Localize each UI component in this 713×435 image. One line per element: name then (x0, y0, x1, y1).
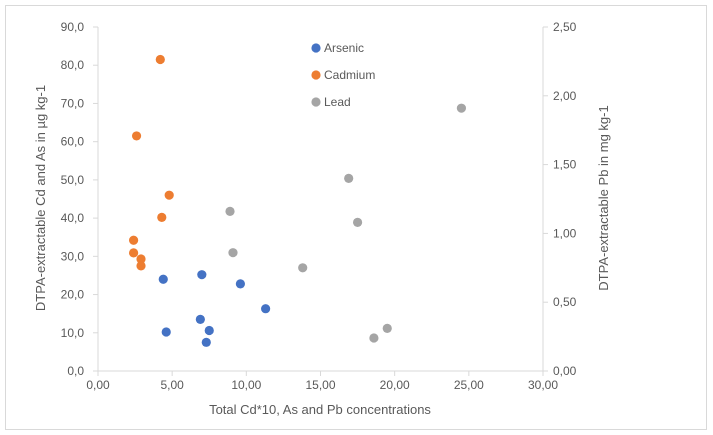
y-tick-label: 30,0 (61, 249, 85, 263)
y-tick-label: 60,0 (61, 135, 85, 149)
y-tick-label: 0,0 (67, 364, 84, 378)
lead-point (457, 104, 466, 113)
legend-marker-arsenic (311, 43, 320, 52)
legend-label-cadmium: Cadmium (324, 68, 375, 82)
cadmium-point (129, 248, 138, 257)
arsenic-point (202, 338, 211, 347)
x-tick-label: 15,00 (305, 378, 335, 392)
y-tick-label: 70,0 (61, 96, 85, 110)
arsenic-point (236, 279, 245, 288)
data-points (129, 55, 466, 347)
y2-axis-title: DTPA-extractable Pb in mg kg-1 (596, 105, 611, 290)
y-tick-label: 40,0 (61, 211, 85, 225)
axes (93, 27, 548, 376)
lead-point (353, 218, 362, 227)
y2-tick-label: 1,00 (553, 226, 577, 240)
lead-point (344, 174, 353, 183)
y-tick-label: 20,0 (61, 288, 85, 302)
y2-tick-label: 2,50 (553, 20, 577, 34)
lead-point (298, 263, 307, 272)
y2-tick-label: 0,50 (553, 295, 577, 309)
cadmium-point (129, 236, 138, 245)
x-tick-label: 25,00 (454, 378, 484, 392)
lead-point (383, 324, 392, 333)
legend-label-lead: Lead (324, 95, 351, 109)
y-tick-label: 90,0 (61, 20, 85, 34)
arsenic-point (162, 327, 171, 336)
legend: Arsenic Cadmium Lead (311, 41, 375, 109)
y-tick-label: 80,0 (61, 58, 85, 72)
x-tick-label: 5,00 (160, 378, 184, 392)
x-tick-label: 10,00 (231, 378, 261, 392)
x-axis-title: Total Cd*10, As and Pb concentrations (209, 402, 431, 417)
x-tick-label: 0,00 (86, 378, 110, 392)
lead-point (369, 333, 378, 342)
y-tick-label: 10,0 (61, 326, 85, 340)
cadmium-point (157, 213, 166, 222)
arsenic-point (205, 326, 214, 335)
x-tick-label: 20,00 (380, 378, 410, 392)
lead-point (228, 248, 237, 257)
legend-marker-lead (311, 97, 320, 106)
cadmium-point (165, 191, 174, 200)
legend-label-arsenic: Arsenic (324, 41, 364, 55)
y2-tick-label: 1,50 (553, 158, 577, 172)
arsenic-point (196, 315, 205, 324)
x-tick-label: 30,00 (528, 378, 558, 392)
arsenic-point (197, 270, 206, 279)
y2-tick-label: 0,00 (553, 364, 577, 378)
arsenic-point (159, 275, 168, 284)
y-tick-label: 50,0 (61, 173, 85, 187)
y2-tick-label: 2,00 (553, 89, 577, 103)
cadmium-point (156, 55, 165, 64)
lead-point (225, 207, 234, 216)
cadmium-point (136, 261, 145, 270)
cadmium-point (132, 131, 141, 140)
y-axis-title: DTPA-extractable Cd and As in µg kg-1 (33, 85, 48, 311)
arsenic-point (261, 304, 270, 313)
legend-marker-cadmium (311, 70, 320, 79)
